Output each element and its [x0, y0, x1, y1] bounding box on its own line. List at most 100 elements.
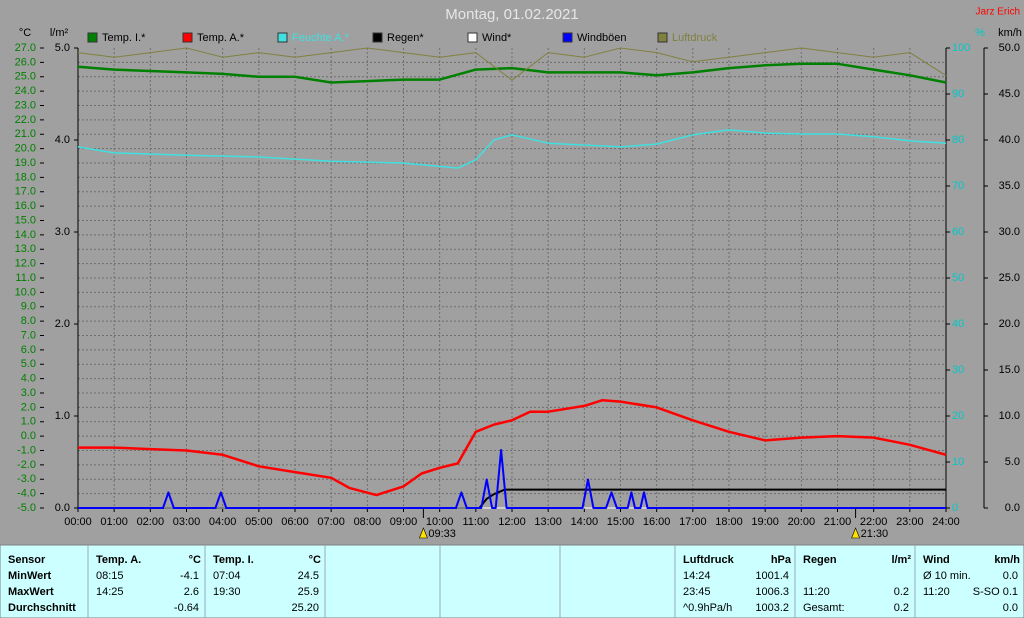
x-tick-label: 08:00: [354, 516, 382, 528]
y-tick-label: 0.0: [55, 502, 70, 514]
x-tick-label: 22:00: [860, 516, 888, 528]
y-tick-label: 3.0: [21, 387, 36, 399]
legend-label: Temp. I.*: [102, 32, 146, 44]
y-tick-label: 1.0: [21, 416, 36, 428]
cell-value: 24.5: [298, 570, 319, 582]
x-tick-label: 11:00: [462, 516, 489, 528]
y-tick-label: 70: [952, 180, 964, 192]
y-tick-label: 10: [952, 456, 964, 468]
y-tick-label: 45.0: [999, 88, 1020, 100]
cell-label: 19:30: [213, 586, 241, 598]
y-tick-label: 5.0: [55, 42, 70, 54]
y-tick-label: 9.0: [21, 301, 36, 313]
y-tick-label: 22.0: [15, 114, 36, 126]
y-tick-label: 5.0: [1005, 456, 1020, 468]
y-tick-label: 20.0: [999, 318, 1020, 330]
legend-label: Feuchte A.*: [292, 32, 350, 44]
section-unit: l/m²: [891, 554, 911, 566]
y-tick-label: 18.0: [15, 171, 36, 183]
x-tick-label: 01:00: [100, 516, 128, 528]
annotation-label: 09:33: [428, 528, 456, 540]
cell-value: 25.9: [298, 586, 319, 598]
y-tick-label: 80: [952, 134, 964, 146]
sun-icon: [851, 527, 861, 539]
y-tick-label: 3.0: [55, 226, 70, 238]
legend-swatch: [467, 32, 478, 43]
x-tick-label: 20:00: [788, 516, 816, 528]
cell-label: Gesamt:: [803, 602, 845, 614]
y-tick-label: 1.0: [55, 410, 70, 422]
legend-swatch: [182, 32, 193, 43]
section-unit: hPa: [771, 554, 792, 566]
section-header: Wind: [923, 554, 950, 566]
y3-axis-unit: l/m²: [50, 27, 69, 39]
y-tick-label: 27.0: [15, 42, 36, 54]
cell-value: 2.6: [184, 586, 199, 598]
legend-swatch: [562, 32, 573, 43]
legend-label: Windböen: [577, 32, 627, 44]
cell-label: 08:15: [96, 570, 124, 582]
series-line: [77, 129, 947, 169]
row-label: Sensor: [8, 554, 46, 566]
author: Jarz Erich: [976, 7, 1020, 18]
y-tick-label: 30: [952, 364, 964, 376]
y-tick-label: -1.0: [17, 444, 36, 456]
legend-swatch: [87, 32, 98, 43]
y-tick-label: 50: [952, 272, 964, 284]
sun-icon: [418, 527, 428, 539]
series-line: [78, 449, 946, 509]
y-tick-label: 60: [952, 226, 964, 238]
y-tick-label: -4.0: [17, 488, 36, 500]
cell-value: 1001.4: [755, 570, 789, 582]
legend-label: Luftdruck: [672, 32, 718, 44]
y-tick-label: 12.0: [15, 258, 36, 270]
x-tick-label: 06:00: [281, 516, 309, 528]
section-unit: °C: [189, 554, 201, 566]
x-tick-label: 12:00: [498, 516, 526, 528]
y-tick-label: 16.0: [15, 200, 36, 212]
cell-value: S-SO 0.1: [973, 586, 1018, 598]
x-tick-label: 10:00: [426, 516, 454, 528]
x-tick-label: 00:00: [64, 516, 92, 528]
series-line: [77, 47, 947, 81]
y-tick-label: 26.0: [15, 56, 36, 68]
legend-swatch: [372, 32, 383, 43]
chart-title: Montag, 01.02.2021: [445, 6, 578, 23]
y-tick-label: 35.0: [999, 180, 1020, 192]
y-tick-label: 50.0: [999, 42, 1020, 54]
cell-value: 0.0: [1003, 602, 1018, 614]
row-label: MaxWert: [8, 586, 54, 598]
cell-label: 11:20: [923, 586, 950, 598]
cell-label: 23:45: [683, 586, 711, 598]
section-unit: km/h: [994, 554, 1020, 566]
y4-axis-unit: km/h: [998, 27, 1022, 39]
section-header: Temp. I.: [213, 554, 254, 566]
cell-value: -4.1: [180, 570, 199, 582]
x-tick-label: 03:00: [173, 516, 201, 528]
x-tick-label: 14:00: [571, 516, 599, 528]
y-tick-label: 2.0: [55, 318, 70, 330]
y-tick-label: 10.0: [999, 410, 1020, 422]
y2-axis-unit: %: [975, 27, 985, 39]
cell-value: 0.2: [894, 586, 909, 598]
y-tick-label: 7.0: [21, 329, 36, 341]
y-axis-unit: °C: [19, 27, 31, 39]
y-tick-label: 20.0: [15, 143, 36, 155]
y-tick-label: 30.0: [999, 226, 1020, 238]
cell-value: 0.2: [894, 602, 909, 614]
y-tick-label: 24.0: [15, 85, 36, 97]
y-tick-label: 21.0: [15, 128, 36, 140]
y-tick-label: 15.0: [15, 214, 36, 226]
cell-label: 14:24: [683, 570, 711, 582]
x-tick-label: 07:00: [317, 516, 345, 528]
series-line: [78, 398, 947, 497]
x-tick-label: 09:00: [390, 516, 418, 528]
y-tick-label: 19.0: [15, 157, 36, 169]
legend-swatch: [277, 32, 288, 43]
x-tick-label: 23:00: [896, 516, 924, 528]
y-tick-label: 25.0: [999, 272, 1020, 284]
table-separators: [87, 545, 916, 618]
cell-value: -0.64: [174, 602, 199, 614]
y-tick-label: 4.0: [21, 373, 36, 385]
